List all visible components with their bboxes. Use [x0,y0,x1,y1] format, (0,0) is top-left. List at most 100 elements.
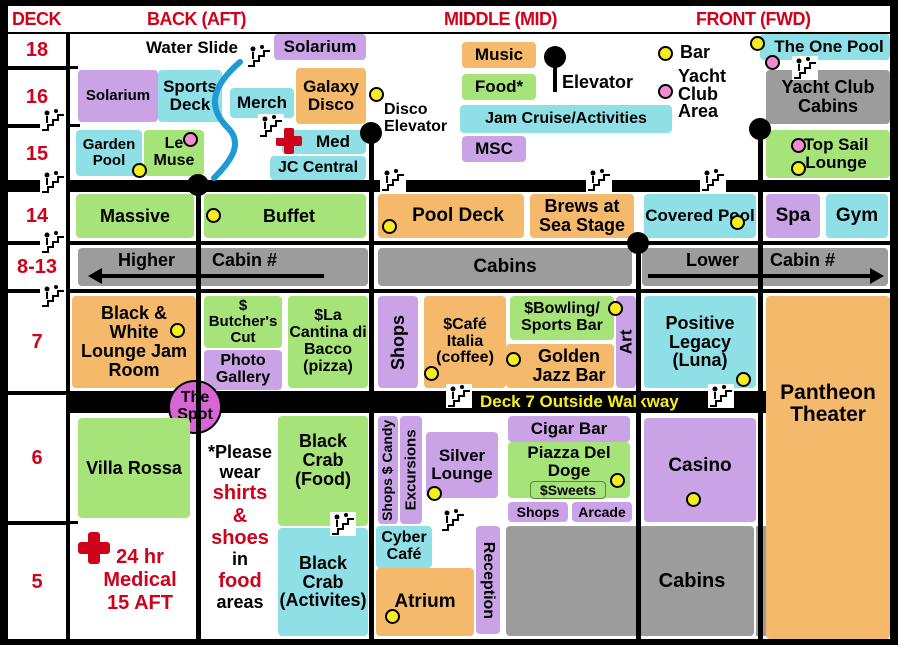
lower-label: Lower [686,250,740,270]
photo-gallery: Photo Gallery [204,350,282,390]
stairs-icon [792,56,818,80]
elevator-icon [187,174,209,196]
shops-deck-6: Shops [508,502,568,522]
gym: Gym [826,194,888,238]
header-bar [8,6,890,32]
water-slide-label: Water Slide [146,38,238,57]
deck-divider [8,124,70,127]
med-label: Med [316,132,350,152]
lower-arrow [648,268,884,284]
yacht-dot [183,132,198,147]
back-aft-header: BACK (AFT) [147,9,246,29]
middle-mid-header: MIDDLE (MID) [444,9,557,29]
deck-label-18: 18 [8,34,66,66]
note-line-3: shirts [212,482,268,505]
disco-elevator-label: Disco Elevator [384,101,464,136]
art-gallery: Art [616,296,636,388]
med-cross-icon [276,128,302,154]
bar-dot [170,323,185,338]
note-line-2: wear [219,462,261,483]
bar-dot [424,366,439,381]
legend-elevator-shaft [553,66,557,92]
legend-bar-dot [658,46,673,61]
bar-dot [382,219,397,234]
deck-column-header: DECK [12,9,62,29]
stairs-icon [40,230,66,254]
bar-dot [385,609,400,624]
deck-label-7: 7 [8,293,66,391]
deck-divider [70,124,80,127]
massive: Massive [76,194,194,238]
higher-cabins [78,248,368,286]
elevator-shaft-mid [369,126,374,639]
excursions: Excursions [400,416,422,524]
note-line-8: areas [216,592,264,613]
higher-cabin-num: Cabin # [212,250,278,270]
front-fwd-header: FRONT (FWD) [696,9,811,29]
legend-elevator-icon [544,46,566,68]
jc-central: JC Central [270,156,366,180]
stairs-icon [330,512,356,536]
deck-divider [70,66,78,69]
legend-yacht-text: Yacht Club Area [678,66,727,122]
stairs-icon [40,170,66,194]
stairs-icon [40,284,66,308]
yacht-dot [791,138,806,153]
dress-code-note: *Please wear shirts & shoes in food area… [202,442,278,612]
legend-jam-cruise: Jam Cruise/Activities [460,105,672,133]
positive-legacy: Positive Legacy (Luna) [644,296,756,388]
casino: Casino [644,418,756,522]
deck-divider [70,521,78,524]
elevator-icon [749,118,771,140]
disco-elevator-text: Disco Elevator [384,101,448,135]
shops-candy: Shops $ Candy [378,416,398,524]
legend-food: Food* [462,74,536,100]
bar-dot [791,161,806,176]
the-spot: The Spot [168,380,222,434]
bar-dot [369,87,384,102]
bar-dot [730,215,745,230]
cigar-bar: Cigar Bar [508,416,630,442]
art-label: Art [616,329,636,355]
arcade: Arcade [572,502,632,522]
deck-divider [8,66,70,69]
stairs-icon [40,108,66,132]
shops-deck-7: Shops [378,296,418,388]
stairs-icon [446,384,472,408]
butchers-cut: $ Butcher's Cut [204,296,282,348]
black-crab-activities: Black Crab (Activites) [278,528,368,636]
stairs-icon [258,114,284,138]
note-line-6: in [232,549,248,570]
sports-deck: Sports Deck [158,70,222,122]
bar-dot [206,208,221,223]
stairs-icon [708,384,734,408]
shops-candy-label: Shops $ Candy [379,419,396,521]
yacht-club-cabins: Yacht Club Cabins [766,70,890,124]
medical-cross-icon [78,532,110,564]
excursions-label: Excursions [402,429,420,511]
top-sail-lounge: Top Sail Lounge [766,130,890,178]
bar-dot [736,372,751,387]
bar-dot [610,473,625,488]
bar-dot [132,163,147,178]
sweets: $Sweets [530,481,606,499]
higher-label: Higher [118,250,176,270]
cyber-cafe: Cyber Café [376,526,432,568]
deck-label-8-13: 8-13 [8,245,66,289]
deck-label-6: 6 [8,395,66,521]
legend-music: Music [462,42,536,68]
elevator-icon [360,122,382,144]
legend-elevator: Elevator [562,72,634,92]
cabins-deck-5: Cabins [506,526,754,636]
galaxy-disco: Galaxy Disco [296,68,366,124]
bar-dot [506,352,521,367]
note-line-1: *Please [207,442,273,462]
elevator-shaft-fwd-mid [636,238,641,639]
bar-dot [686,492,701,507]
bar-dot [750,36,765,51]
reception-label: Reception [480,541,498,619]
note-line-7: food [218,569,262,592]
legend-yacht-dot [658,84,673,99]
la-cantina-di-bacco: $La Cantina di Bacco (pizza) [288,296,368,388]
the-one-pool: The One Pool [760,34,890,60]
